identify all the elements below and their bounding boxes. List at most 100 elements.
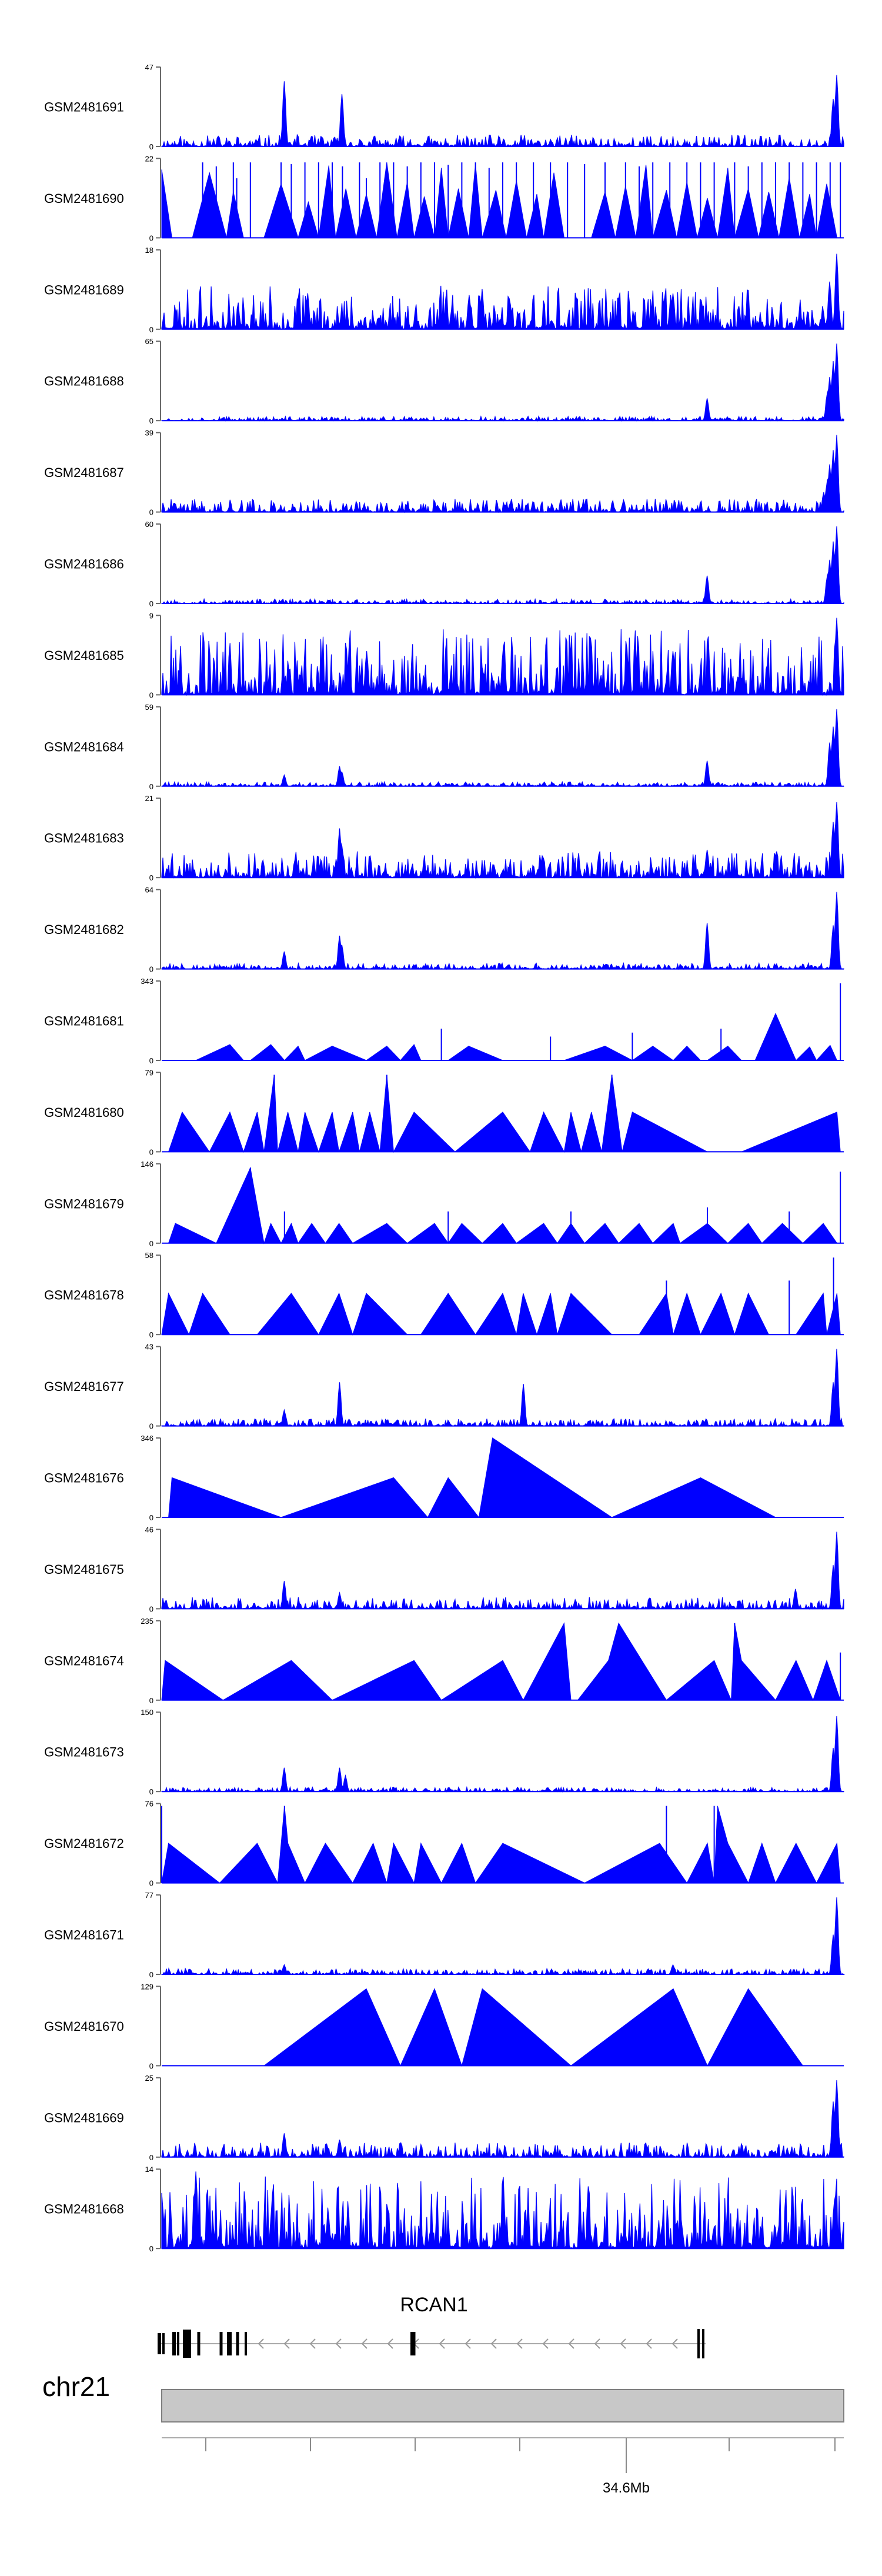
- track-GSM2481690: GSM2481690 22 0: [44, 154, 844, 242]
- track-GSM2481673: GSM2481673 150 0: [44, 1708, 844, 1796]
- track-label: GSM2481677: [44, 1379, 124, 1394]
- gene-exon: [227, 2332, 232, 2355]
- strand-arrow-icon: [490, 2338, 497, 2349]
- gene-exon: [172, 2332, 176, 2355]
- track-y-min-label: 0: [149, 142, 153, 151]
- track-y-min-label: 0: [149, 2061, 153, 2070]
- track-area: [161, 2080, 844, 2158]
- strand-arrow-icon: [542, 2338, 549, 2349]
- track-label: GSM2481668: [44, 2202, 124, 2217]
- gene-exon: [236, 2332, 239, 2355]
- track-y-min-label: 0: [149, 1147, 153, 1156]
- track-area: [161, 618, 844, 696]
- track-label: GSM2481682: [44, 922, 124, 937]
- track-GSM2481674: GSM2481674 235 0: [44, 1617, 844, 1705]
- track-label: GSM2481673: [44, 1745, 124, 1760]
- track-y-min-label: 0: [149, 2244, 153, 2253]
- track-GSM2481685: GSM2481685 9 0: [44, 611, 844, 699]
- track-y-min-label: 0: [149, 873, 153, 882]
- track-y-min-label: 0: [149, 416, 153, 425]
- track-area: [161, 1292, 841, 1336]
- track-y-min-label: 0: [149, 690, 153, 699]
- track-y-min-label: 0: [149, 1696, 153, 1705]
- track-y-max-label: 146: [141, 1160, 153, 1169]
- track-y-min-label: 0: [149, 1239, 153, 1248]
- track-y-min-label: 0: [149, 1787, 153, 1796]
- track-label: GSM2481675: [44, 1562, 124, 1577]
- track-label: GSM2481679: [44, 1196, 124, 1211]
- track-area: [161, 2171, 844, 2250]
- gene-exon: [177, 2332, 179, 2355]
- strand-arrow-icon: [620, 2338, 626, 2349]
- track-y-min-label: 0: [149, 782, 153, 791]
- genome-axis: [162, 2437, 844, 2473]
- track-area: [168, 1437, 776, 1519]
- track-GSM2481668: GSM2481668 14 0: [44, 2165, 844, 2253]
- gene-exon: [410, 2332, 413, 2355]
- strand-arrow-icon: [258, 2338, 264, 2349]
- track-GSM2481675: GSM2481675 46 0: [44, 1525, 844, 1613]
- gene-exon: [219, 2332, 223, 2355]
- track-y-max-label: 59: [145, 703, 153, 712]
- track-area: [168, 1075, 841, 1153]
- track-area: [161, 1806, 841, 1884]
- track-area: [161, 1716, 844, 1793]
- strand-arrow-icon: [646, 2338, 652, 2349]
- track-y-max-label: 21: [145, 794, 153, 803]
- track-y-min-label: 0: [149, 325, 153, 334]
- track-y-max-label: 25: [145, 2074, 153, 2083]
- track-y-max-label: 60: [145, 520, 153, 529]
- strand-arrow-icon: [361, 2338, 368, 2349]
- strand-arrow-icon: [335, 2338, 342, 2349]
- track-y-max-label: 18: [145, 246, 153, 255]
- gene-track: RCAN1: [158, 2294, 706, 2358]
- track-GSM2481678: GSM2481678 58 0: [44, 1251, 844, 1339]
- track-y-min-label: 0: [149, 1513, 153, 1522]
- gene-exon: [245, 2332, 247, 2355]
- genome-axis-tick-label: 34.6Mb: [603, 2480, 650, 2496]
- coverage-tracks: GSM2481691470GSM2481690220GSM2481689180G…: [44, 63, 846, 2253]
- chromosome-band: [161, 2389, 844, 2422]
- gene-exon: [162, 2333, 165, 2354]
- track-y-max-label: 9: [149, 611, 153, 620]
- track-y-min-label: 0: [149, 599, 153, 608]
- track-label: GSM2481689: [44, 282, 124, 297]
- track-label: GSM2481687: [44, 465, 124, 480]
- track-y-max-label: 58: [145, 1251, 153, 1260]
- gene-exon: [697, 2329, 700, 2358]
- track-label: GSM2481685: [44, 648, 124, 663]
- track-GSM2481687: GSM2481687 39 0: [44, 429, 844, 517]
- gene-model-rcan1: [158, 2329, 706, 2358]
- track-GSM2481682: GSM2481682 64 0: [44, 886, 844, 974]
- chromosome-ideogram: chr21 34.6Mb: [42, 2371, 844, 2496]
- track-label: GSM2481680: [44, 1105, 124, 1120]
- track-y-max-label: 77: [145, 1891, 153, 1900]
- track-y-max-label: 47: [145, 63, 153, 72]
- track-area: [161, 435, 844, 513]
- track-y-max-label: 235: [141, 1617, 153, 1626]
- strand-arrow-icon: [568, 2338, 574, 2349]
- track-GSM2481680: GSM2481680 79 0: [44, 1068, 844, 1156]
- strand-arrow-icon: [439, 2338, 445, 2349]
- chromosome-label: chr21: [42, 2371, 110, 2402]
- track-y-max-label: 46: [145, 1525, 153, 1534]
- track-y-max-label: 22: [145, 154, 153, 163]
- track-y-min-label: 0: [149, 2153, 153, 2162]
- gene-name-label: RCAN1: [400, 2294, 467, 2316]
- track-area: [161, 343, 844, 422]
- track-GSM2481683: GSM2481683 21 0: [44, 794, 844, 882]
- track-label: GSM2481681: [44, 1014, 124, 1029]
- track-y-max-label: 150: [141, 1708, 153, 1717]
- track-GSM2481671: GSM2481671 77 0: [44, 1891, 846, 1979]
- track-label: GSM2481676: [44, 1471, 124, 1486]
- track-GSM2481684: GSM2481684 59 0: [44, 703, 844, 791]
- track-area: [263, 1988, 804, 2067]
- track-y-max-label: 343: [141, 977, 153, 986]
- gene-exon: [158, 2333, 161, 2354]
- track-y-min-label: 0: [149, 508, 153, 517]
- track-area: [195, 1013, 838, 1061]
- track-label: GSM2481674: [44, 1653, 124, 1668]
- track-y-max-label: 129: [141, 1982, 153, 1991]
- strand-arrow-icon: [283, 2338, 290, 2349]
